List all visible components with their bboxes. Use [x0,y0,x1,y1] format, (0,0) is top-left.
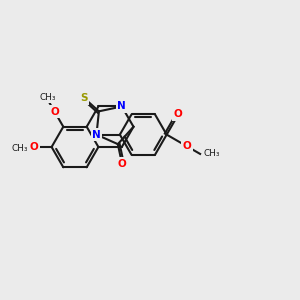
Text: CH₃: CH₃ [12,144,28,153]
Text: O: O [30,142,38,152]
Text: O: O [174,109,183,119]
Text: S: S [80,93,88,103]
Text: O: O [118,159,126,169]
Text: O: O [50,106,59,116]
Text: CH₃: CH₃ [39,93,56,102]
Text: N: N [117,101,126,112]
Text: CH₃: CH₃ [203,149,220,158]
Text: N: N [92,130,101,140]
Text: O: O [183,141,191,151]
